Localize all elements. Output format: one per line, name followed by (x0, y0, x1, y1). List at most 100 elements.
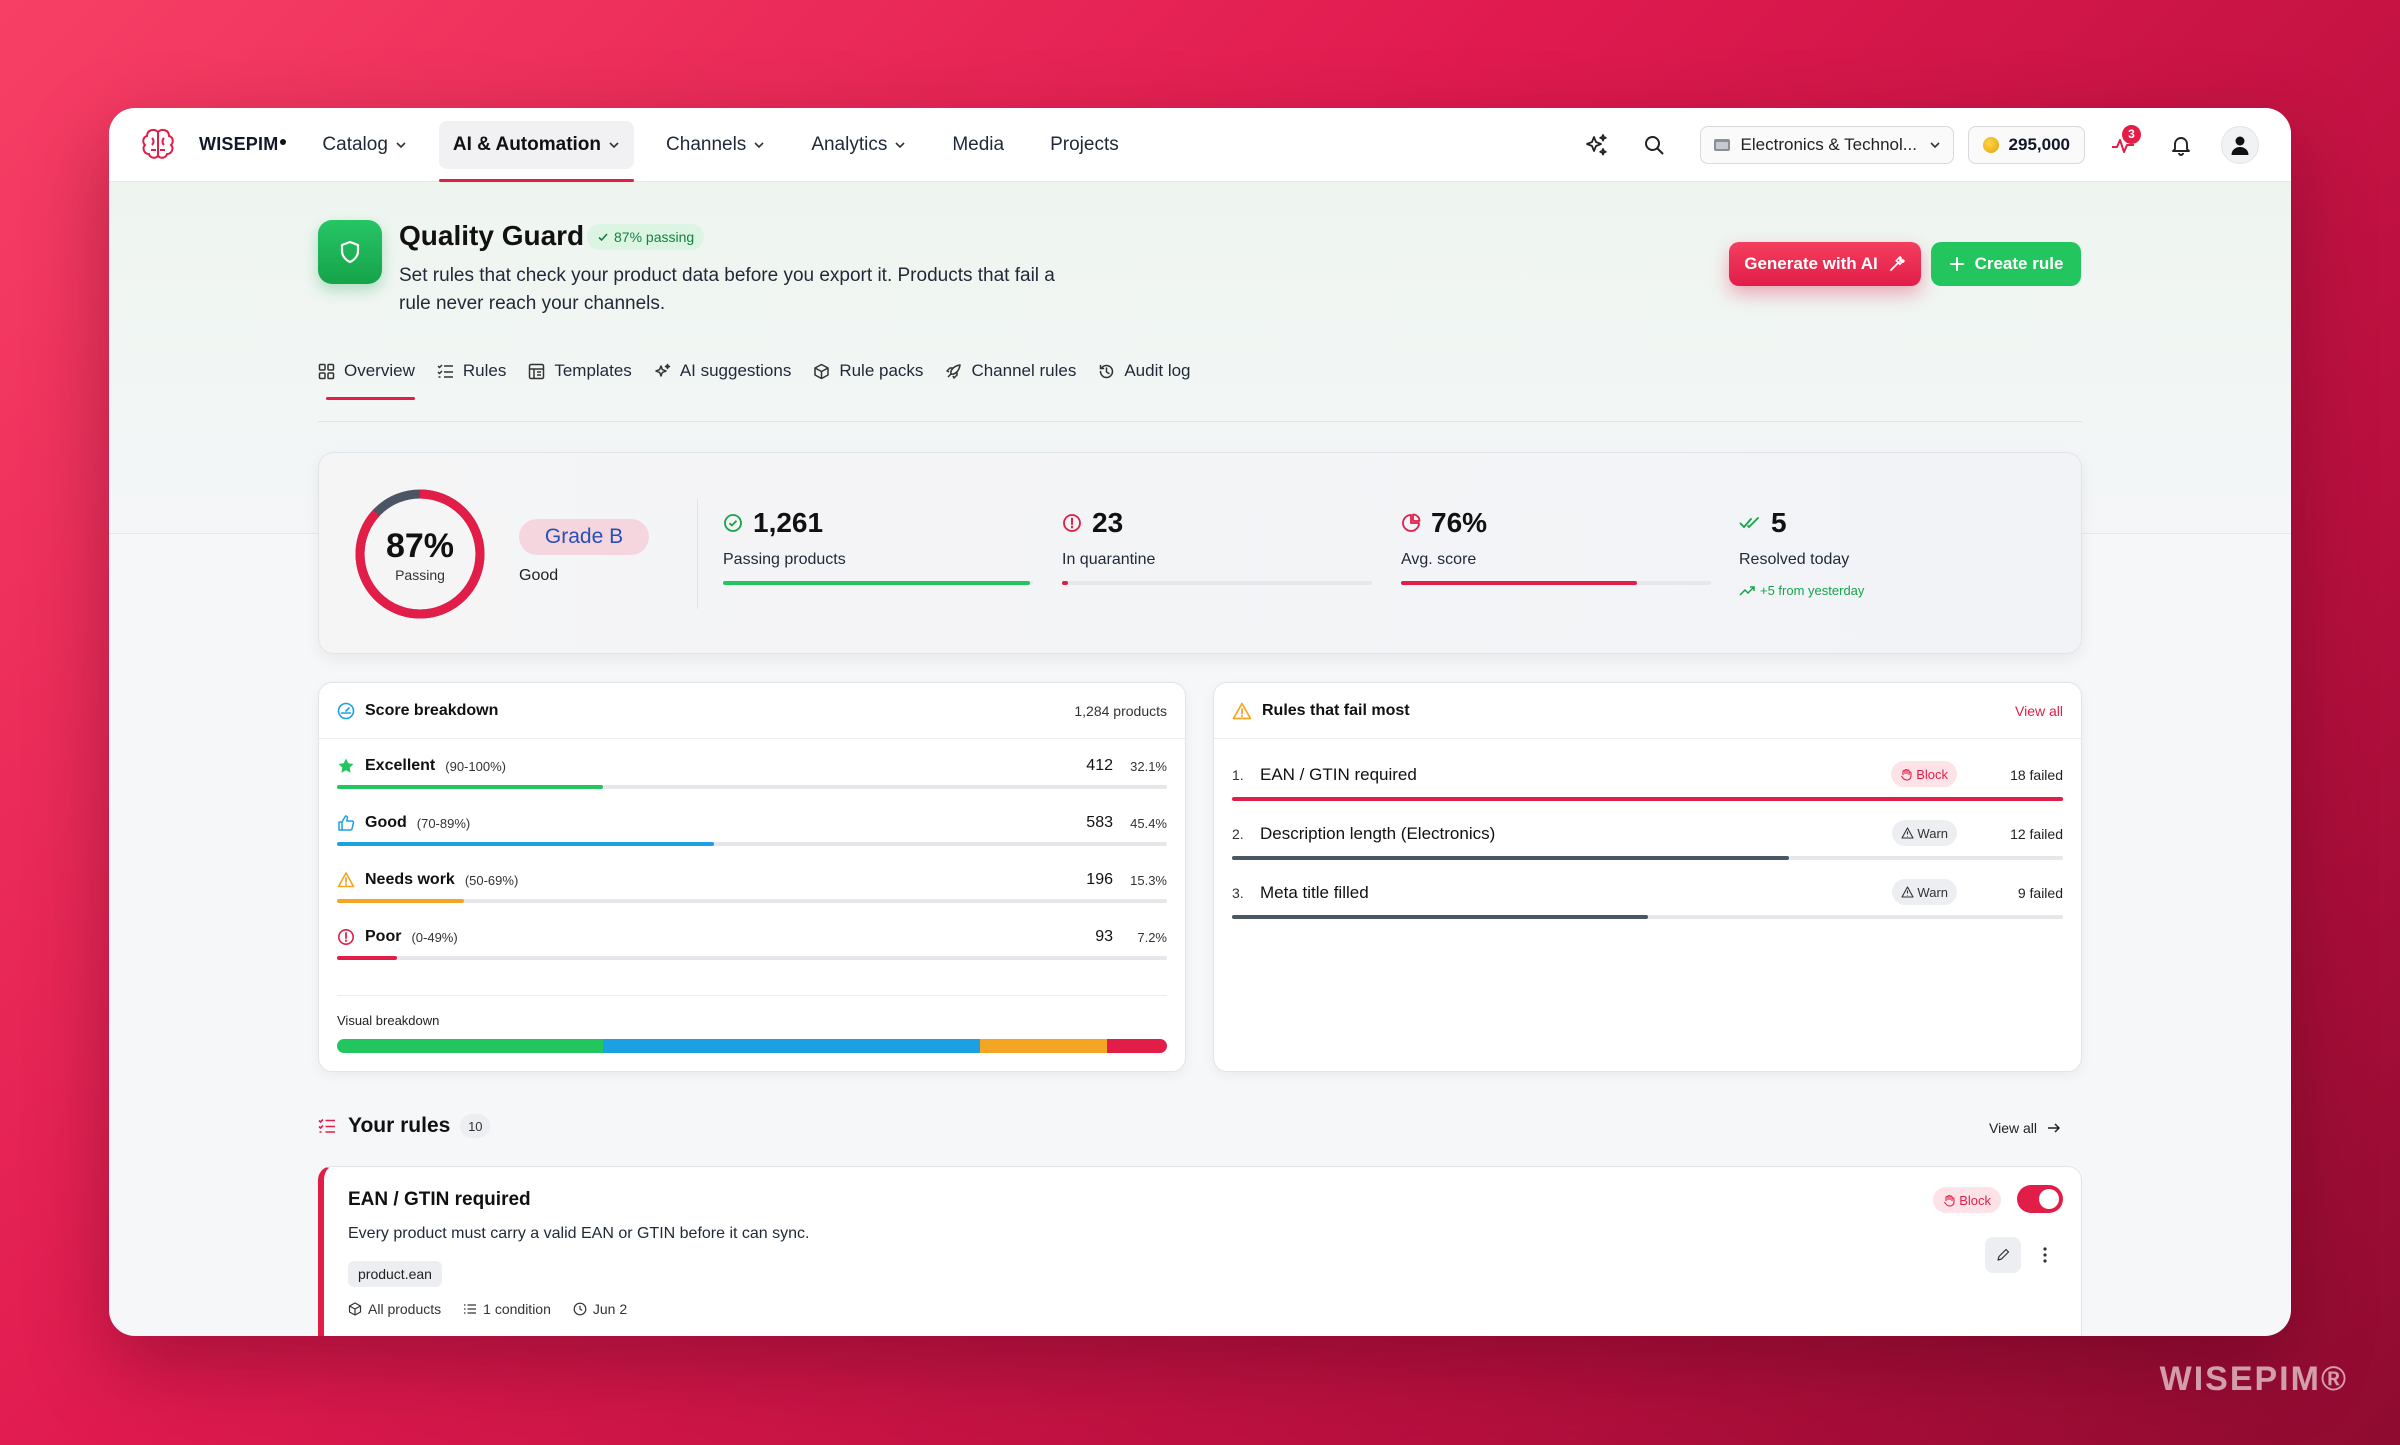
page-title: Quality Guard (399, 220, 585, 251)
nav-media[interactable]: Media (938, 121, 1018, 169)
folder-icon (1713, 138, 1730, 151)
credits-balance[interactable]: 295,000 (1967, 125, 2085, 164)
fail-fill (1232, 915, 1648, 919)
score-row-percent: 7.2% (1137, 930, 1167, 945)
notifications-button[interactable] (2161, 125, 2201, 165)
rule-name: Meta title filled (1260, 883, 1369, 902)
view-all-link[interactable]: View all (2015, 702, 2063, 719)
tab-rule-packs[interactable]: Rule packs (813, 350, 923, 392)
top-navbar: WISEPIM Catalog AI & Automation Channels… (109, 108, 2291, 182)
failing-rule-row[interactable]: 2. Description length (Electronics) Warn… (1232, 816, 2063, 866)
bell-icon (2172, 136, 2190, 156)
alert-circle-icon (338, 929, 354, 945)
rule-rank: 1. (1232, 767, 1244, 783)
ai-sparkle-button[interactable] (1576, 125, 1616, 165)
product-count: 1,284 products (1074, 702, 1167, 719)
severity-badge: Warn (1892, 820, 1957, 846)
failing-rule-row[interactable]: 1. EAN / GTIN required Block 18 failed (1232, 757, 2063, 807)
generate-with-ai-button[interactable]: Generate with AI (1729, 242, 1921, 286)
grade-badge: Grade B (519, 519, 649, 555)
create-label: Create rule (1974, 254, 2064, 273)
stat-progress-bar (1401, 581, 1711, 585)
user-avatar[interactable] (2221, 125, 2259, 164)
rule-enabled-toggle[interactable] (2017, 1185, 2063, 1213)
activity-button[interactable]: 3 (2103, 124, 2143, 165)
fail-track (1232, 797, 2063, 801)
visual-breakdown-bar (337, 1039, 1167, 1053)
registered-mark (280, 138, 287, 145)
tab-ai-suggestions[interactable]: AI suggestions (654, 350, 791, 392)
nav-analytics[interactable]: Analytics (797, 121, 920, 169)
chevron-down-icon (609, 141, 619, 148)
tab-audit-log[interactable]: Audit log (1098, 350, 1191, 392)
stat-value: 1,261 (753, 507, 824, 538)
tab-label: Overview (344, 361, 415, 380)
stat-label: Resolved today (1739, 551, 1850, 568)
passing-status-badge: 87% passing (587, 224, 705, 250)
sparkles-icon (1585, 133, 1607, 155)
template-icon (529, 363, 545, 379)
score-row-track (337, 785, 1167, 789)
score-row-count: 412 (1086, 757, 1113, 774)
nav-catalog[interactable]: Catalog (308, 121, 421, 169)
edit-rule-button[interactable] (1985, 1237, 2021, 1273)
fail-track (1232, 856, 2063, 860)
fail-fill (1232, 856, 1789, 860)
visual-segment-0 (337, 1039, 604, 1053)
failing-rule-row[interactable]: 3. Meta title filled Warn 9 failed (1232, 875, 2063, 925)
stat-value: 23 (1092, 507, 1124, 538)
workspace-selector[interactable]: Electronics & Technol... (1699, 125, 1954, 164)
plus-icon (1949, 257, 1964, 271)
stat-passing-products: 1,261 Passing products (723, 507, 1033, 585)
create-rule-button[interactable]: Create rule (1931, 242, 2081, 286)
logo[interactable]: WISEPIM (137, 124, 287, 166)
check-icon (598, 233, 608, 242)
grid-icon (318, 363, 335, 379)
card-header: Rules that fail most View all (1214, 683, 2081, 739)
rule-field-chip: product.ean (348, 1261, 442, 1287)
card-header: Score breakdown 1,284 products (319, 683, 1185, 739)
app-window: WISEPIM Catalog AI & Automation Channels… (109, 108, 2291, 1336)
score-row-name: Good (365, 814, 407, 831)
tab-label: Templates (554, 361, 632, 380)
more-options-button[interactable] (2031, 1237, 2059, 1273)
credits-value: 295,000 (2008, 134, 2070, 154)
rule-description: Every product must carry a valid EAN or … (348, 1225, 810, 1242)
tab-label: Channel rules (971, 361, 1077, 380)
severity-badge: Warn (1892, 879, 1957, 905)
search-button[interactable] (1634, 125, 1674, 165)
history-icon (1100, 364, 1114, 378)
user-icon (2231, 136, 2249, 155)
tab-rules[interactable]: Rules (437, 350, 506, 392)
package-icon (348, 1302, 362, 1316)
summary-divider (697, 499, 698, 609)
star-icon (338, 758, 354, 773)
grade-description: Good (519, 567, 559, 584)
tab-label: Audit log (1124, 361, 1191, 380)
list-checks-icon (437, 363, 453, 378)
score-row-fill (337, 956, 397, 960)
rule-title: EAN / GTIN required (348, 1189, 531, 1210)
nav-projects[interactable]: Projects (1036, 121, 1133, 169)
rules-view-all-link[interactable]: View all (1989, 1120, 2061, 1136)
tab-templates[interactable]: Templates (528, 350, 632, 392)
nav-ai-automation[interactable]: AI & Automation (438, 120, 635, 182)
nav-channels[interactable]: Channels (652, 121, 779, 169)
passing-label: Passing (395, 567, 445, 583)
rule-rank: 2. (1232, 826, 1244, 842)
stat-trend: +5 from yesterday (1739, 583, 2049, 598)
rule-conditions-text: 1 condition (483, 1301, 551, 1317)
severity-text: Warn (1917, 884, 1948, 900)
failed-count: 12 failed (2010, 826, 2063, 842)
pie-chart-icon (1402, 513, 1421, 532)
rocket-icon (946, 363, 962, 379)
tab-channel-rules[interactable]: Channel rules (945, 350, 1076, 392)
tab-overview[interactable]: Overview (318, 350, 415, 400)
rule-name: Description length (Electronics) (1260, 824, 1496, 843)
pencil-icon (1997, 1248, 2010, 1261)
card-title: Score breakdown (365, 701, 499, 719)
main-nav: Catalog AI & Automation Channels Analyti… (308, 108, 1150, 182)
rule-card[interactable]: EAN / GTIN required Every product must c… (318, 1166, 2082, 1336)
severity-badge: Block (1891, 761, 1957, 787)
score-row-track (337, 842, 1167, 846)
